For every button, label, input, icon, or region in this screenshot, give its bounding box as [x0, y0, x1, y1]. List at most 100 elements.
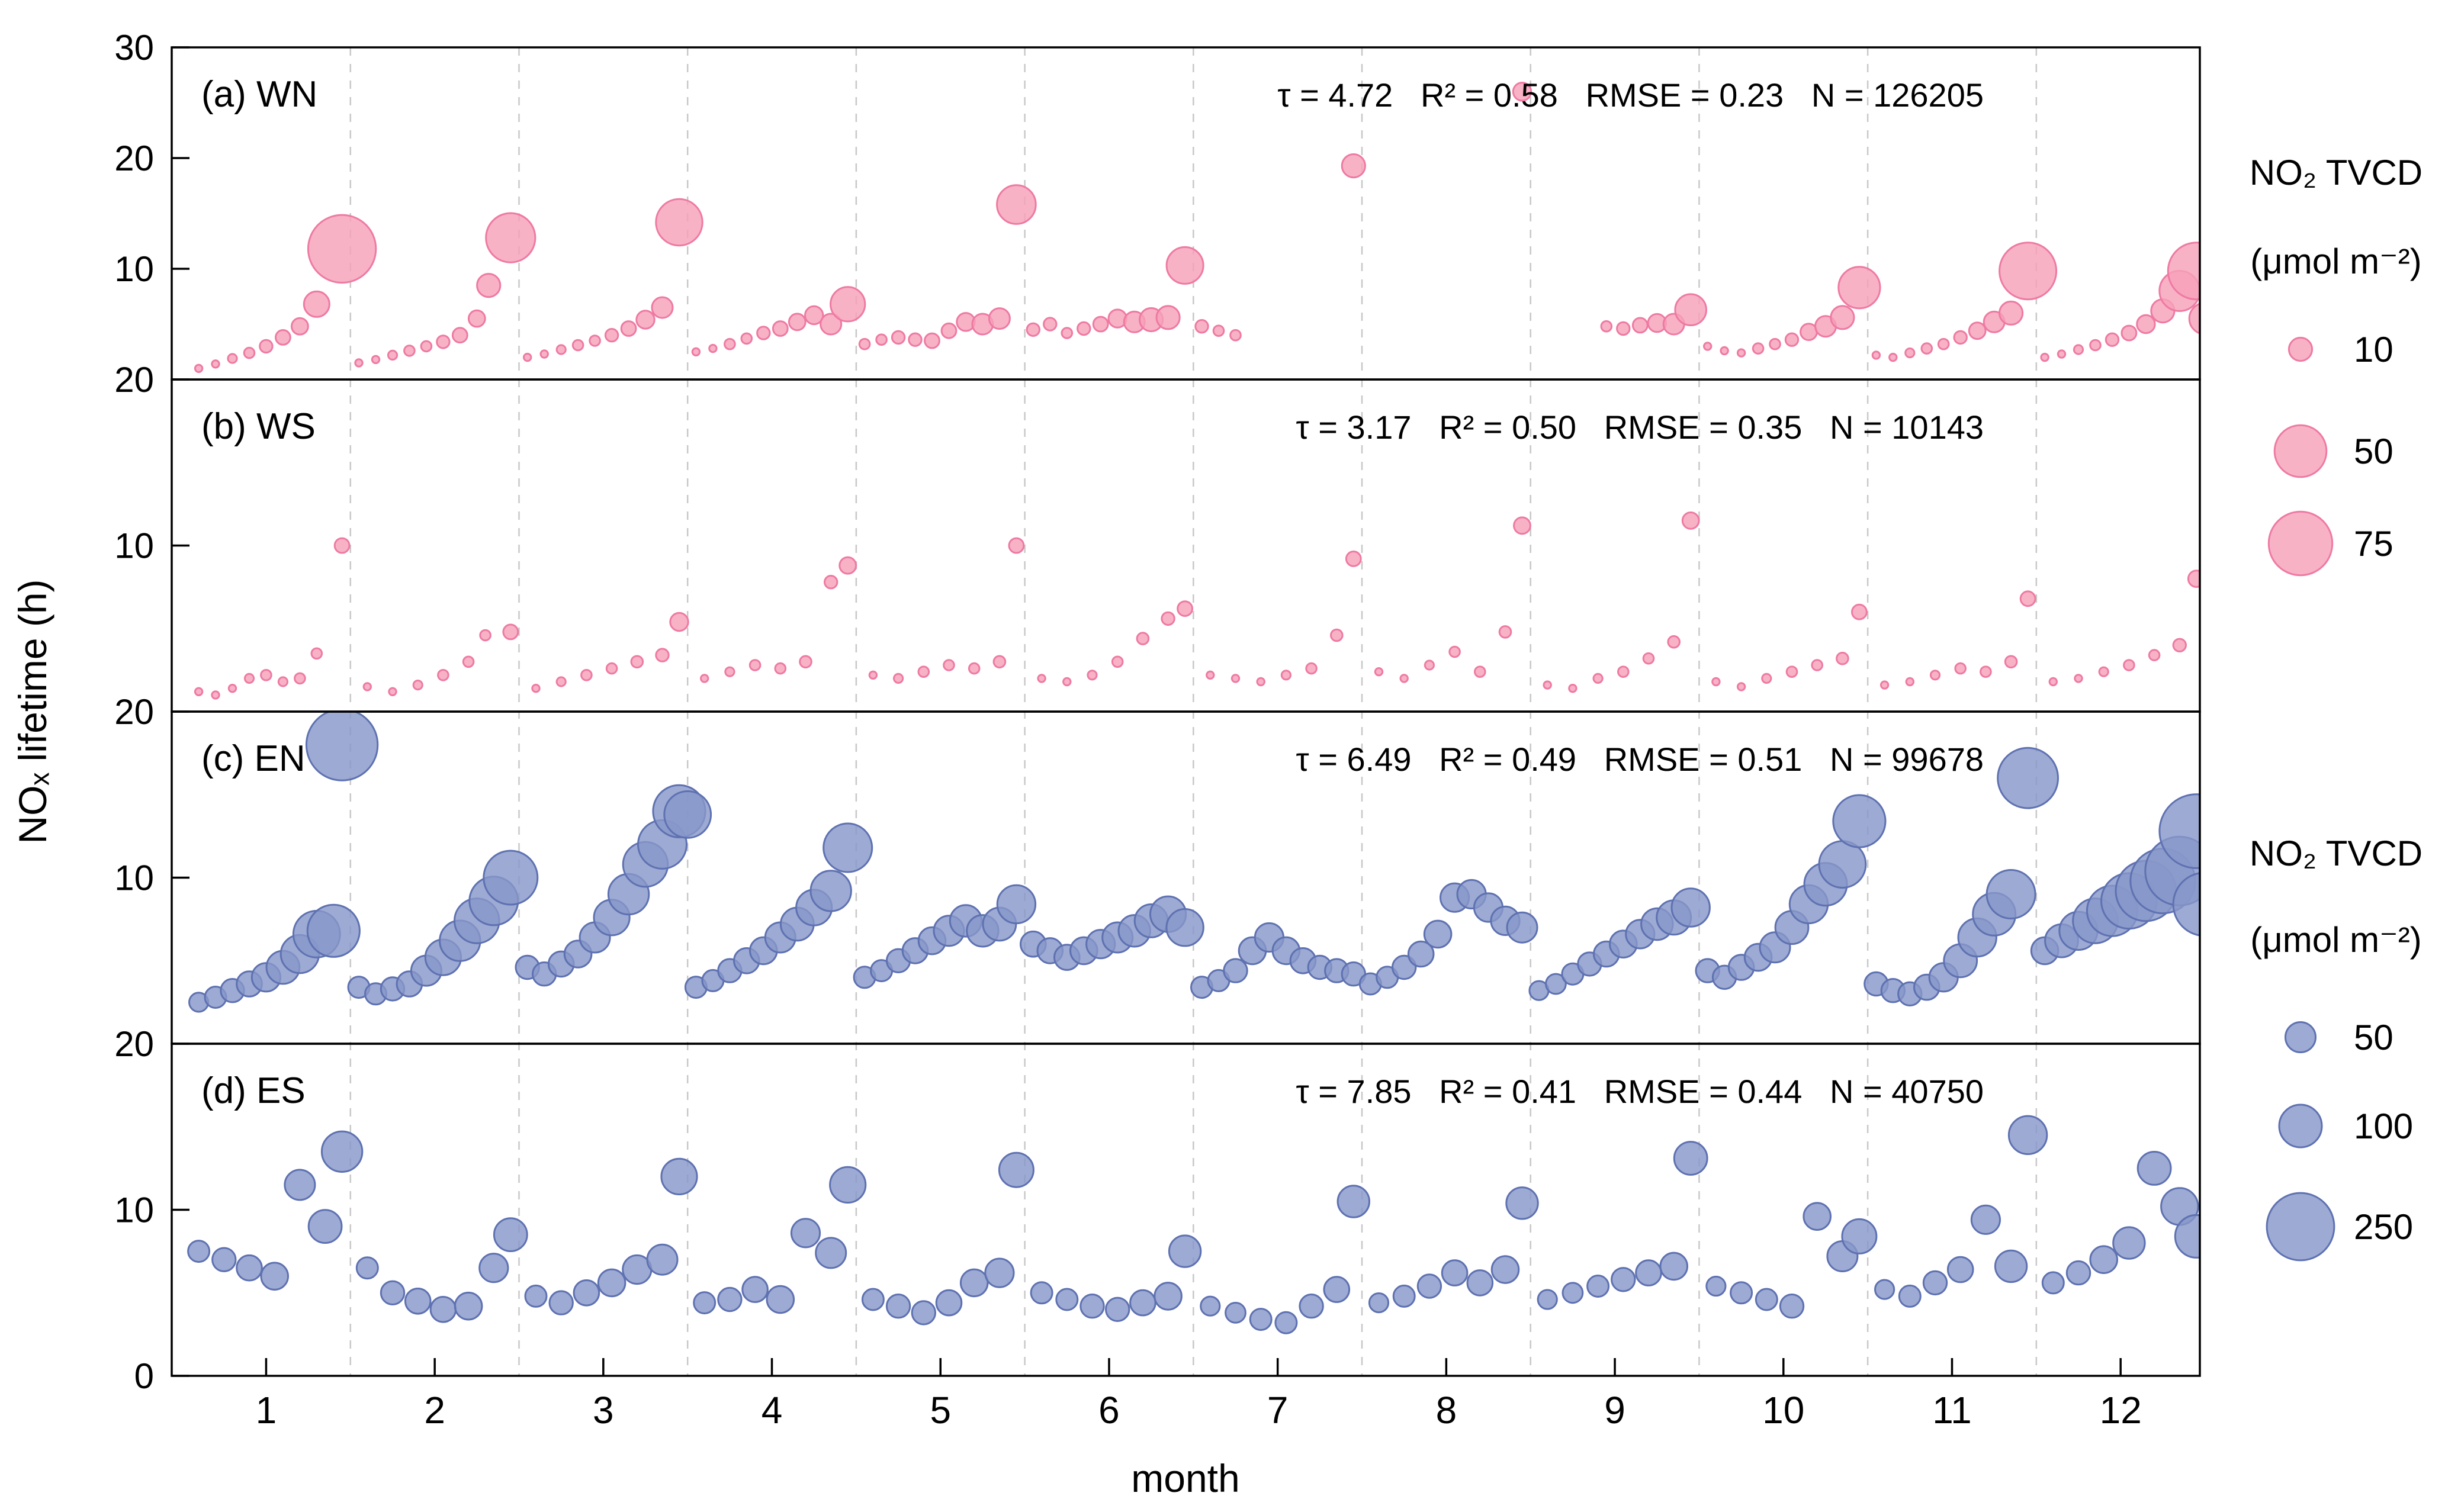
data-point [1506, 911, 1538, 944]
data-point [1200, 1295, 1221, 1317]
y-tick-label: 20 [114, 692, 154, 732]
data-point [1079, 1294, 1105, 1319]
panel-stats: τ = 3.17 R² = 0.50 RMSE = 0.35 N = 10143 [1296, 408, 1984, 446]
y-tick-label: 20 [114, 360, 154, 400]
data-point [1953, 330, 1968, 345]
data-point [211, 1247, 237, 1272]
data-point [454, 1291, 483, 1321]
data-point [260, 1262, 290, 1291]
data-point [333, 537, 351, 554]
data-point [815, 1237, 847, 1269]
data-point [462, 655, 475, 668]
data-point [1600, 320, 1613, 333]
data-point [1994, 1249, 2028, 1283]
data-point [580, 669, 593, 681]
data-point [1929, 670, 1941, 681]
data-point [1674, 293, 1707, 327]
data-point [1416, 1273, 1442, 1299]
data-point [2148, 649, 2161, 661]
data-point [1985, 869, 2036, 919]
data-point [451, 327, 468, 344]
data-point [790, 1218, 821, 1249]
data-point [1730, 1281, 1753, 1305]
data-point [968, 662, 981, 675]
data-point [354, 358, 364, 368]
data-point [2123, 659, 2135, 671]
data-point [1905, 677, 1915, 687]
data-point [2057, 349, 2067, 359]
data-point [476, 273, 502, 298]
data-point [227, 684, 237, 693]
data-point [1305, 662, 1318, 675]
data-point [660, 1157, 698, 1196]
data-point [838, 556, 857, 575]
data-point [1330, 628, 1344, 642]
data-point [307, 214, 377, 284]
data-point [1946, 1256, 1974, 1283]
data-point [655, 648, 670, 662]
data-point [868, 670, 878, 680]
legend-bubble [2285, 1021, 2317, 1053]
data-point [555, 676, 567, 687]
data-point [437, 669, 449, 681]
data-point [2167, 242, 2200, 301]
data-point [259, 339, 274, 354]
data-point [724, 666, 735, 677]
data-point [646, 1243, 679, 1276]
data-point [1513, 516, 1531, 535]
data-point [571, 339, 584, 352]
data-point [620, 320, 637, 337]
data-point [1154, 1282, 1183, 1311]
data-point [1851, 603, 1868, 620]
data-point [984, 1257, 1015, 1288]
x-tick-label: 2 [424, 1389, 445, 1431]
data-point [1280, 670, 1291, 681]
legend-layer: NO₂ TVCD (μmol m⁻²) 10 50 75 NO₂ TVCD (μmol m⁻… [2250, 153, 2422, 1262]
y-tick-label: 10 [114, 249, 154, 289]
data-point [211, 359, 220, 369]
data-point [1423, 919, 1453, 949]
data-point [1466, 1269, 1494, 1297]
data-point [1037, 674, 1046, 683]
data-point [1055, 1288, 1079, 1311]
data-point [1155, 305, 1181, 330]
y-tick-label: 20 [114, 1024, 154, 1064]
y-tick-label: 10 [114, 526, 154, 566]
data-point [1194, 319, 1209, 334]
data-point [1999, 242, 2058, 301]
data-point [1345, 551, 1362, 567]
data-point [306, 903, 361, 958]
data-point [2019, 590, 2036, 607]
data-point [1545, 973, 1567, 995]
data-point [1970, 1204, 2001, 1235]
data-point [1811, 659, 1823, 671]
legend-entry-label: 75 [2354, 524, 2393, 564]
x-tick-label: 4 [762, 1389, 783, 1431]
legend-entry-label: 250 [2354, 1207, 2413, 1247]
data-point [911, 1300, 937, 1326]
y-tick-label: 10 [114, 1191, 154, 1230]
data-point [2041, 1271, 2065, 1295]
data-point [1407, 940, 1435, 968]
x-tick-label: 3 [593, 1389, 614, 1431]
data-point [2074, 674, 2083, 683]
data-point [1368, 1292, 1390, 1314]
data-point [388, 687, 397, 697]
y-axis-title: NOₓ lifetime (h) [11, 579, 54, 844]
data-point [1670, 887, 1711, 928]
data-point [589, 334, 601, 347]
data-point [924, 332, 940, 349]
data-point [1673, 1141, 1708, 1176]
data-point [310, 647, 323, 660]
data-point [724, 337, 736, 350]
data-point [1043, 317, 1058, 332]
data-point [1212, 324, 1225, 337]
data-point [436, 334, 451, 349]
data-point [630, 655, 644, 669]
data-point [478, 1253, 509, 1283]
data-point [893, 673, 904, 684]
data-point [1323, 1276, 1351, 1303]
data-point [2004, 655, 2018, 669]
data-point [1168, 1234, 1202, 1268]
legend-bubble [2278, 1104, 2323, 1149]
